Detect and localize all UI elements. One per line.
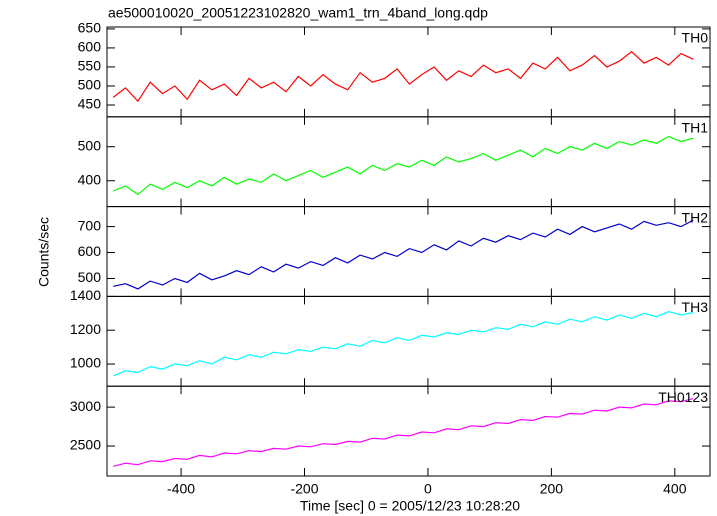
y-tick-label: 400 — [78, 171, 102, 187]
y-tick-label: 550 — [78, 58, 102, 74]
y-tick-label: 500 — [78, 77, 102, 93]
panel-frame — [106, 26, 711, 118]
series-name: TH0 — [682, 30, 709, 46]
x-tick-label: 0 — [424, 481, 432, 497]
y-tick-label: 1200 — [70, 321, 101, 337]
y-tick-label: 700 — [78, 217, 102, 233]
x-tick-label: 400 — [663, 481, 687, 497]
x-tick-label: -400 — [167, 481, 195, 497]
data-line — [112, 50, 694, 103]
panel-frame — [106, 385, 711, 477]
series-name: TH2 — [682, 209, 709, 225]
x-axis-label: Time [sec] 0 = 2005/12/23 10:28:20 — [300, 498, 520, 514]
data-line — [113, 398, 694, 467]
x-tick-label: 200 — [540, 481, 564, 497]
panel-frame — [106, 206, 711, 297]
y-tick-label: 500 — [78, 137, 102, 153]
panel-frame — [106, 295, 711, 387]
y-tick-label: 500 — [78, 269, 102, 285]
series-name: TH0123 — [658, 389, 708, 405]
data-line — [112, 135, 694, 196]
y-tick-label: 600 — [78, 243, 102, 259]
series-name: TH3 — [682, 299, 709, 315]
y-tick-label: 3000 — [70, 398, 101, 414]
y-tick-label: 2500 — [70, 437, 101, 453]
panel-frame — [106, 116, 711, 208]
y-tick-label: 1000 — [70, 355, 101, 371]
chart-title: ae500010020_20051223102820_wam1_trn_4ban… — [108, 5, 488, 21]
y-tick-label: 1400 — [70, 287, 101, 303]
x-tick-label: -200 — [290, 481, 318, 497]
series-name: TH1 — [682, 120, 709, 136]
data-line — [113, 219, 694, 290]
y-tick-label: 450 — [78, 96, 102, 112]
data-line — [112, 310, 694, 377]
y-tick-label: 600 — [78, 39, 102, 55]
y-tick-label: 650 — [78, 20, 102, 36]
y-axis-label: Counts/sec — [36, 217, 52, 287]
